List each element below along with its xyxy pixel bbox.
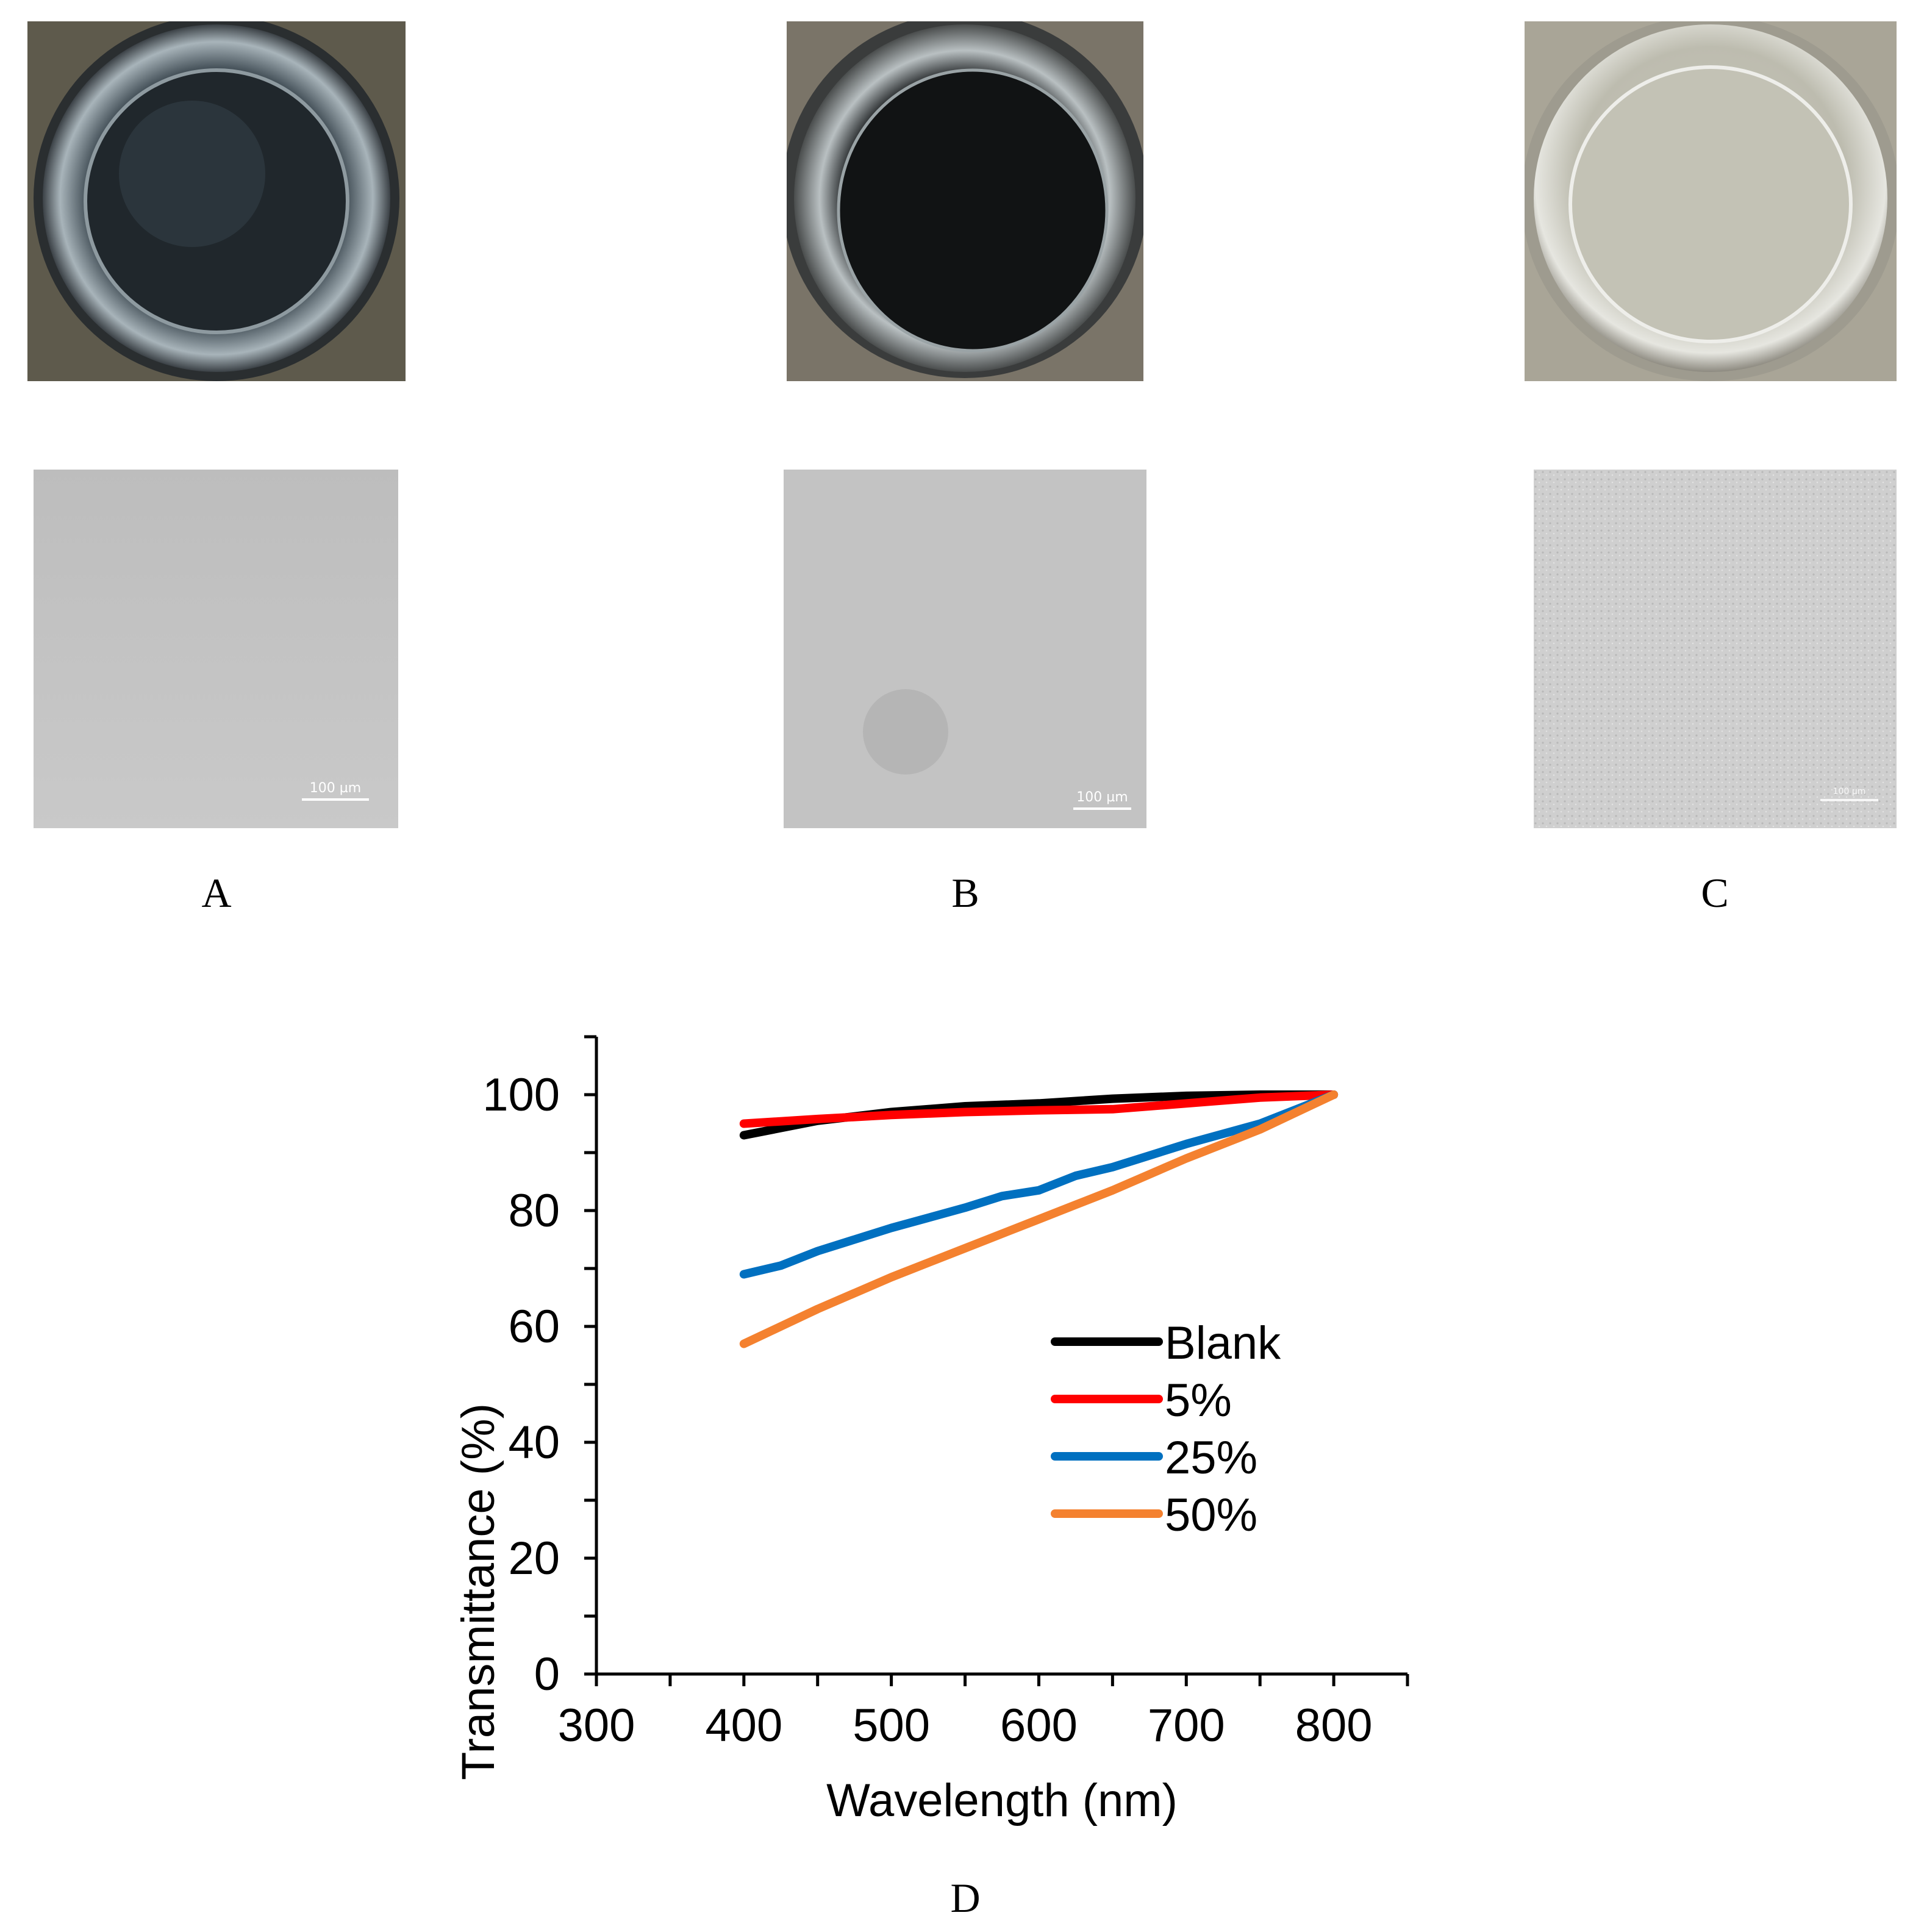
x-tick-label: 600 [1000,1700,1078,1751]
legend-label-2: 5% [1165,1375,1232,1426]
x-tick-label: 800 [1295,1700,1373,1751]
photo-a-well [27,21,406,381]
scale-bar-c-label: 100 µm [1833,787,1866,796]
chart-series [739,1090,1339,1348]
scale-bar-b-label: 100 µm [1076,790,1128,805]
x-axis-label: Wavelength (nm) [826,1775,1178,1826]
chart-axes: 0 20 40 60 80 100 300 400 500 600 700 800 [482,1035,1409,1751]
scale-bar-a-label: 100 µm [309,781,362,796]
legend-label-3: 25% [1165,1432,1257,1484]
x-tick-label: 400 [705,1700,782,1751]
x-tick-label: 500 [853,1700,930,1751]
legend-label-4: 50% [1165,1489,1257,1541]
x-tick-label: 300 [558,1700,635,1751]
y-tick-label: 40 [508,1417,560,1469]
panel-label-c: C [1701,870,1729,916]
scale-bar-a: 100 µm [302,781,369,801]
series-line-4 [739,1090,1339,1348]
micrograph-c: 100 µm [1534,470,1897,828]
chart-legend: Blank 5% 25%50% [1051,1317,1281,1541]
panel-label-a: A [201,870,232,916]
scale-bar-c: 100 µm [1820,787,1878,801]
x-tick-label: 700 [1148,1700,1225,1751]
photo-b-well [787,21,1143,381]
transmittance-chart: 0 20 40 60 80 100 300 400 500 600 700 800 Blank 5% 25… [452,1035,1409,1921]
panel-label-b: B [951,870,979,916]
legend-label-1: Blank [1165,1317,1281,1369]
series-line-2 [739,1090,1339,1128]
micrograph-b: 100 µm [784,470,1146,828]
y-tick-label: 60 [508,1301,560,1353]
photo-c-well [1525,21,1897,381]
y-tick-label: 100 [482,1069,560,1121]
y-axis-label: Transmittance (%) [452,1403,504,1780]
y-tick-label: 20 [508,1533,560,1584]
y-tick-label: 0 [534,1648,560,1700]
series-line-3 [739,1090,1339,1279]
y-tick-label: 80 [508,1185,560,1237]
micrograph-a: 100 µm [34,470,398,828]
scale-bar-b: 100 µm [1073,790,1131,810]
chart-panel-label: D [950,1875,980,1921]
